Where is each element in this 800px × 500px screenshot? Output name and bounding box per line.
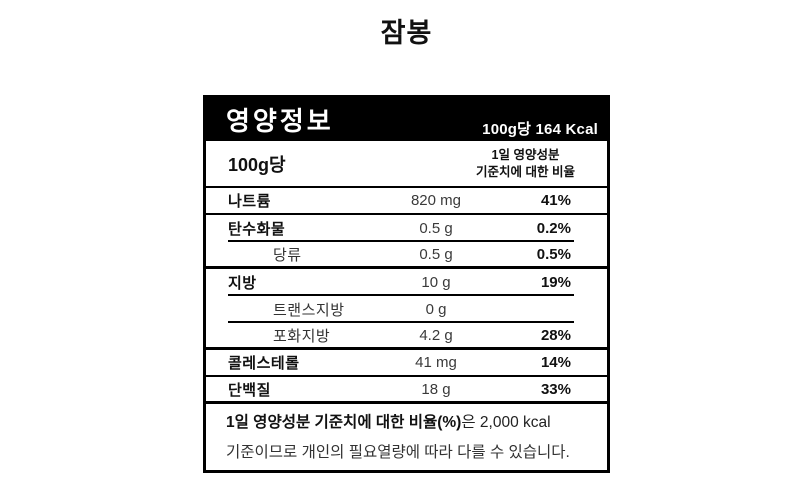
nutrition-label: 영양정보 100g당 164 Kcal 100g당 1일 영양성분 기준치에 대… xyxy=(203,95,610,473)
nutrient-row: 트랜스지방 0 g xyxy=(206,296,607,323)
nutrient-name: 당류 xyxy=(273,246,302,264)
product-title: 잠봉 xyxy=(380,18,433,48)
nutrient-row: 탄수화물 0.5 g 0.2% xyxy=(206,215,607,242)
nutrient-name: 나트륨 xyxy=(228,193,271,210)
nutrient-percent: 0.5% xyxy=(536,245,571,263)
nutrient-row: 지방 10 g 19% xyxy=(206,269,607,296)
footnote-regular-text: 은 2,000 kcal xyxy=(461,414,551,431)
nutrient-name: 지방 xyxy=(228,275,257,292)
nutrient-name: 단백질 xyxy=(228,381,271,399)
nutrient-name: 탄수화물 xyxy=(228,221,286,238)
nutrient-amount: 0.5 g xyxy=(419,245,453,263)
nutrient-percent: 19% xyxy=(540,274,571,291)
nutrient-percent: 28% xyxy=(540,326,571,344)
nutrient-name: 콜레스테롤 xyxy=(228,355,300,372)
nutrient-rows: 나트륨 820 mg 41% 탄수화물 0.5 g 0.2% 당류 0.5 g … xyxy=(206,188,607,404)
serving-calories: 100g당 164 Kcal xyxy=(482,121,598,138)
nutrition-label-title: 영양정보 xyxy=(226,106,334,136)
nutrition-label-header: 영양정보 100g당 164 Kcal xyxy=(206,98,607,141)
nutrient-amount: 0.5 g xyxy=(419,220,453,237)
daily-value-note: 1일 영양성분 기준치에 대한 비율 xyxy=(476,148,575,179)
nutrient-amount: 41 mg xyxy=(415,354,457,371)
nutrient-row: 당류 0.5 g 0.5% xyxy=(206,242,607,269)
nutrient-name: 포화지방 xyxy=(273,327,331,345)
footnote-line-1: 1일 영양성분 기준치에 대한 비율(%)은 2,000 kcal xyxy=(226,413,595,434)
serving-size-label: 100g당 xyxy=(228,154,286,175)
nutrient-amount: 820 mg xyxy=(410,192,462,209)
footnote-bold-text: 1일 영양성분 기준치에 대한 비율(%) xyxy=(226,414,462,431)
footnote-line-2: 기준이므로 개인의 필요열량에 따라 다를 수 있습니다. xyxy=(226,443,570,461)
nutrient-percent: 0.2% xyxy=(536,220,571,237)
serving-row: 100g당 1일 영양성분 기준치에 대한 비율 xyxy=(206,141,607,188)
nutrient-row: 단백질 18 g 33% xyxy=(206,377,607,404)
footnote: 1일 영양성분 기준치에 대한 비율(%)은 2,000 kcal 기준이므로 … xyxy=(206,404,607,470)
nutrient-name: 트랜스지방 xyxy=(273,302,345,319)
nutrient-amount: 0 g xyxy=(425,301,447,318)
nutrient-amount: 4.2 g xyxy=(419,326,453,344)
nutrient-amount: 10 g xyxy=(421,274,451,291)
nutrient-row: 포화지방 4.2 g 28% xyxy=(206,323,607,350)
nutrient-amount: 18 g xyxy=(421,380,451,398)
nutrient-percent: 33% xyxy=(540,380,571,398)
nutrient-percent: 14% xyxy=(540,354,571,371)
nutrient-row: 나트륨 820 mg 41% xyxy=(206,188,607,215)
nutrient-percent: 41% xyxy=(540,192,571,209)
nutrient-row: 콜레스테롤 41 mg 14% xyxy=(206,350,607,377)
